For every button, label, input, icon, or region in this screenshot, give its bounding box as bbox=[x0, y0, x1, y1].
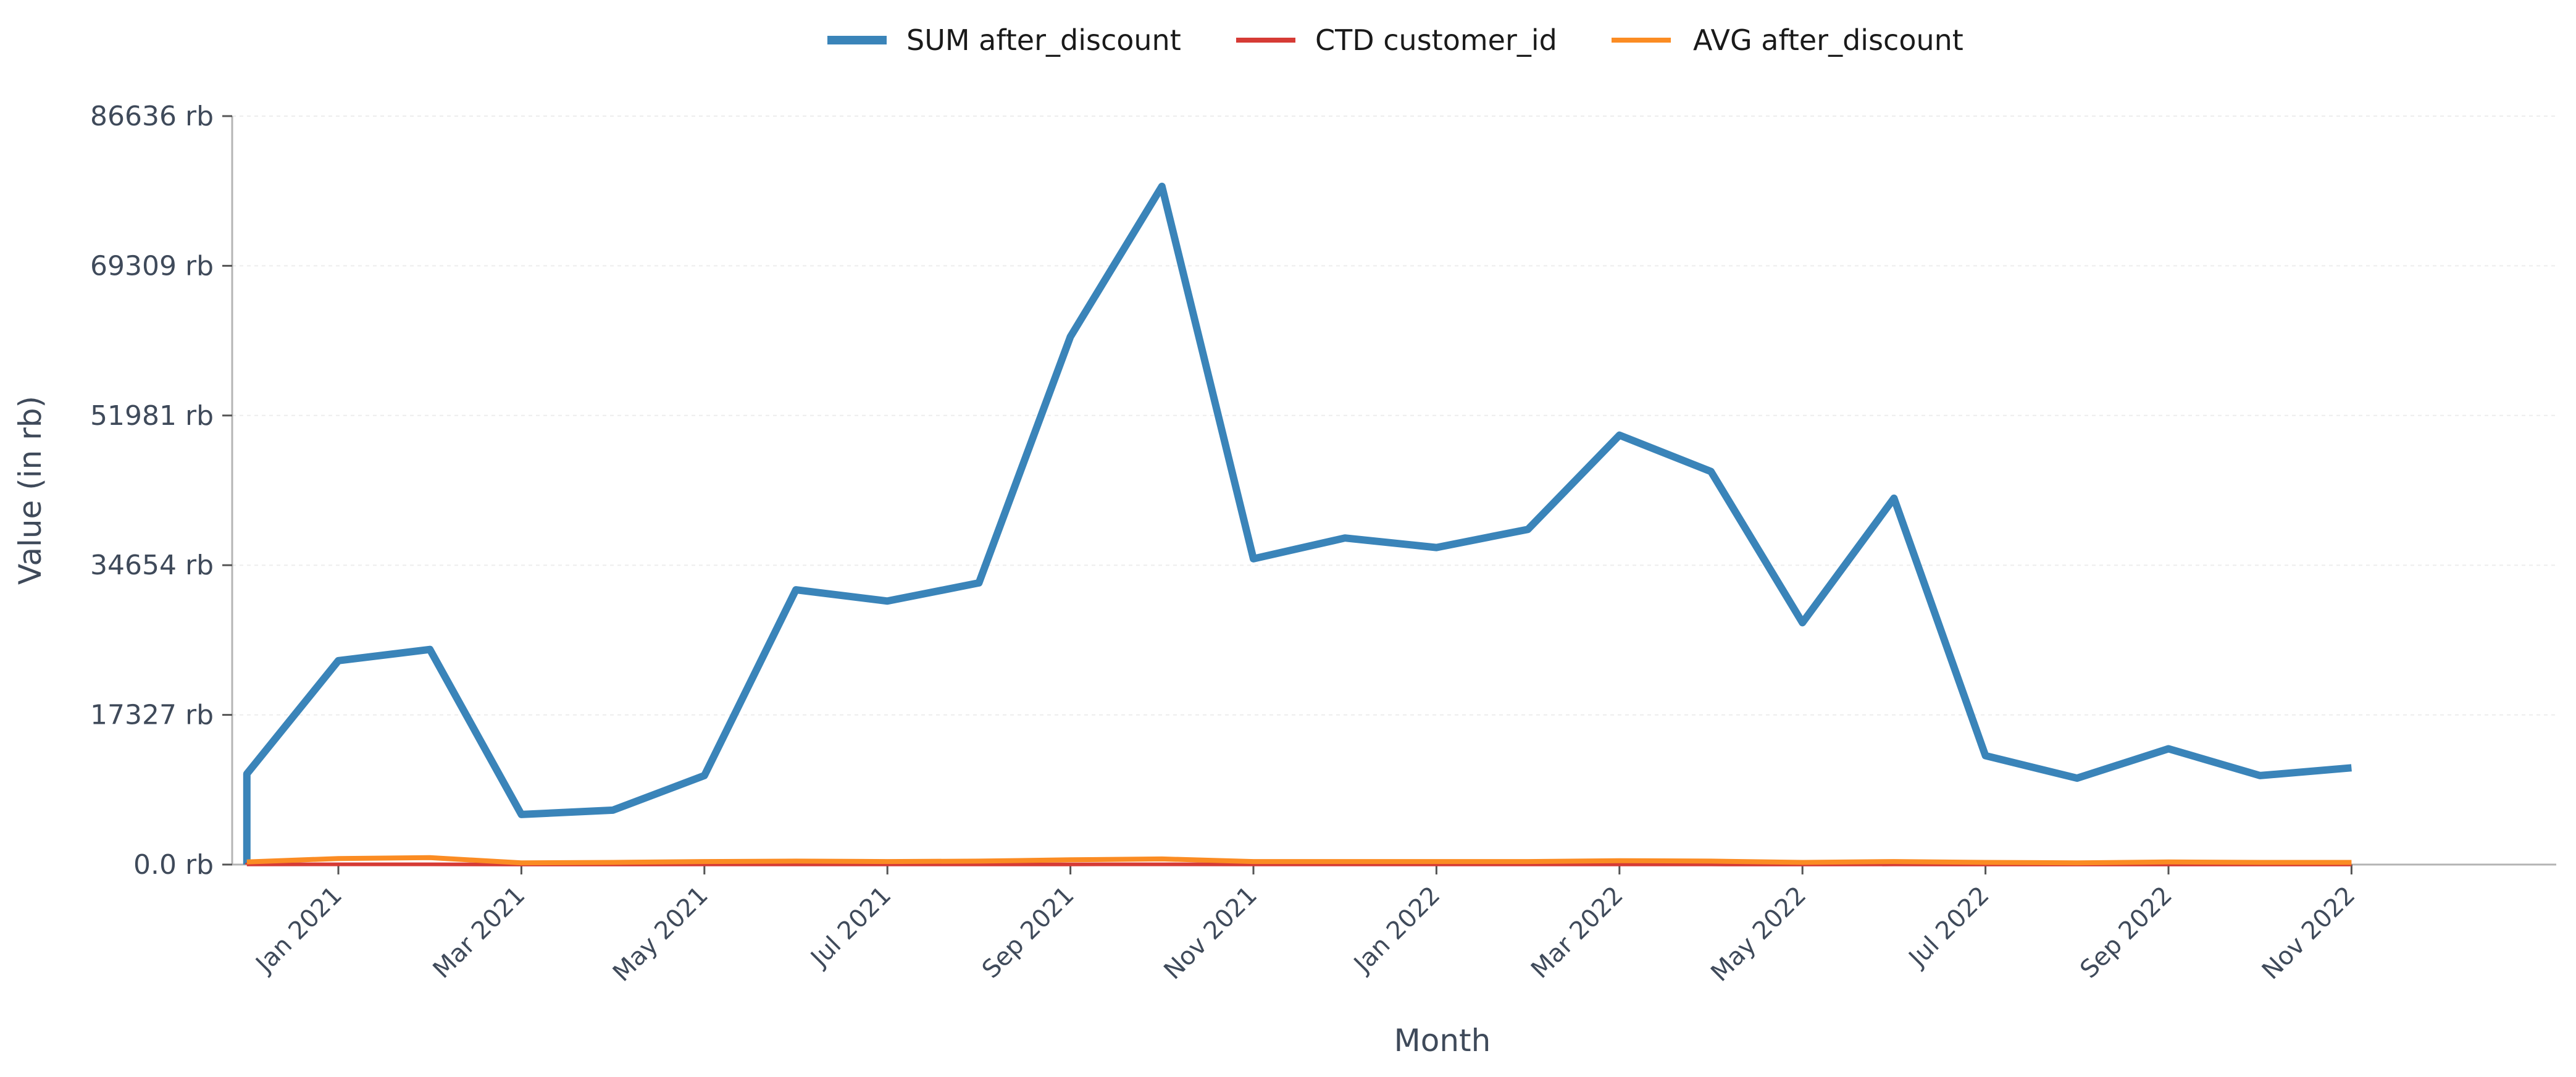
series-line-sum-after-discount[interactable] bbox=[243, 182, 2352, 865]
x-tick-label: Jan 2021 bbox=[249, 881, 348, 979]
series-layer bbox=[243, 182, 2352, 866]
legend-label-avg: AVG after_discount bbox=[1693, 23, 1963, 57]
x-tick-label: May 2022 bbox=[1705, 881, 1812, 987]
y-tick-label: 86636 rb bbox=[90, 101, 214, 132]
x-tick-label: Jul 2021 bbox=[805, 881, 897, 974]
y-tick-label: 0.0 rb bbox=[133, 849, 214, 881]
x-tick-label: Sep 2021 bbox=[977, 881, 1080, 984]
x-tick-label: Mar 2021 bbox=[428, 881, 531, 984]
legend-item-ctd[interactable]: CTD customer_id bbox=[1236, 23, 1557, 57]
x-tick-label: Sep 2022 bbox=[2075, 881, 2178, 984]
y-tick-label: 34654 rb bbox=[90, 550, 214, 581]
y-axis-title: Value (in rb) bbox=[12, 396, 48, 585]
x-tick-label: May 2021 bbox=[608, 881, 714, 987]
legend-label-sum: SUM after_discount bbox=[906, 23, 1181, 57]
x-tick-label: Jul 2022 bbox=[1902, 881, 1995, 974]
y-ticks: 0.0 rb 17327 rb 34654 rb 51981 rb 69309 rb 86… bbox=[90, 101, 232, 881]
legend: SUM after_discount CTD customer_id AVG a… bbox=[827, 23, 1963, 57]
x-tick-label: Nov 2021 bbox=[1158, 881, 1263, 986]
x-tick-label: Nov 2022 bbox=[2257, 881, 2361, 986]
series-line-avg-after-discount[interactable] bbox=[246, 855, 2352, 866]
legend-item-avg[interactable]: AVG after_discount bbox=[1612, 23, 1963, 57]
y-tick-label: 17327 rb bbox=[90, 700, 214, 731]
x-axis-title: Month bbox=[1394, 1023, 1491, 1058]
legend-label-ctd: CTD customer_id bbox=[1315, 23, 1557, 57]
y-tick-label: 51981 rb bbox=[90, 400, 214, 432]
y-tick-label: 69309 rb bbox=[90, 250, 214, 282]
x-tick-label: Mar 2022 bbox=[1526, 881, 1629, 984]
gridlines bbox=[232, 115, 2556, 716]
x-ticks: Jan 2021 Mar 2021 May 2021 Jul 2021 Sep 2021… bbox=[249, 865, 2361, 987]
x-tick-label: Jan 2022 bbox=[1347, 881, 1445, 979]
legend-item-sum[interactable]: SUM after_discount bbox=[827, 23, 1181, 57]
